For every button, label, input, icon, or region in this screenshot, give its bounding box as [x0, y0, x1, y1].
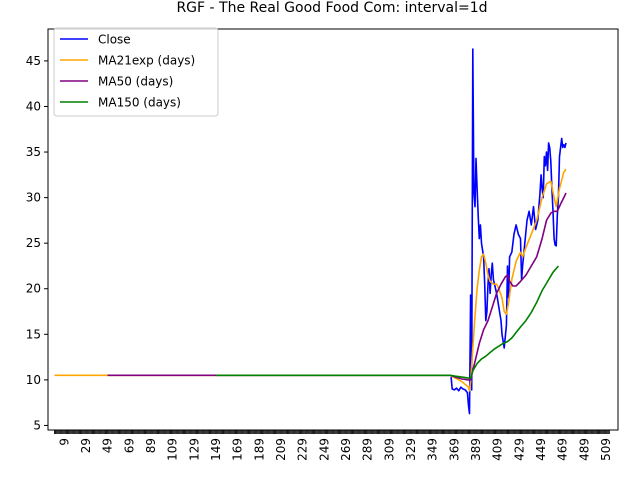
y-tick-label: 45 [26, 54, 41, 68]
x-tick-label: 9 [57, 438, 71, 446]
x-tick-label: 229 [296, 438, 310, 461]
chart-title: RGF - The Real Good Food Com: interval=1… [176, 0, 487, 16]
legend-label: MA150 (days) [98, 96, 181, 110]
x-tick-label: 209 [274, 438, 288, 461]
y-tick-label: 30 [26, 191, 41, 205]
series-layer [54, 48, 567, 415]
legend-label: MA50 (days) [98, 75, 173, 89]
legend-box [53, 27, 219, 117]
x-tick-label: 169 [231, 438, 245, 461]
x-tick-label: 489 [577, 438, 591, 461]
x-tick-label: 449 [534, 438, 548, 461]
x-tick-label: 149 [209, 438, 223, 461]
x-minor-ticks [54, 430, 610, 434]
x-tick-label: 349 [426, 438, 440, 461]
series-line-0 [450, 48, 567, 415]
x-tick-label: 249 [317, 438, 331, 461]
y-tick-label: 15 [26, 327, 41, 341]
x-tick-label: 269 [339, 438, 353, 461]
x-tick-label: 329 [404, 438, 418, 461]
y-tick-label: 35 [26, 145, 41, 159]
series-line-3 [216, 265, 560, 379]
series-line-2 [107, 192, 567, 381]
x-tick-label: 509 [599, 438, 613, 461]
x-tick-label: 109 [166, 438, 180, 461]
y-tick-label: 5 [33, 418, 41, 432]
legend: Close MA21exp (days) MA50 (days) MA150 (day… [53, 27, 219, 117]
y-axis: 5 10 15 20 25 30 35 40 45 [26, 54, 48, 432]
x-tick-label: 29 [79, 438, 93, 453]
y-tick-label: 10 [26, 373, 41, 387]
y-tick-label: 25 [26, 236, 41, 250]
x-tick-label: 309 [382, 438, 396, 461]
legend-label: Close [98, 33, 131, 47]
x-axis: 9 29 49 69 89 109 129 149 169 189 209 229 249 269 289 3… [54, 430, 613, 461]
x-tick-label: 289 [361, 438, 375, 461]
x-tick-label: 89 [144, 438, 158, 453]
x-tick-label: 49 [101, 438, 115, 453]
x-tick-label: 409 [491, 438, 505, 461]
x-tick-label: 469 [556, 438, 570, 461]
x-tick-label: 69 [122, 438, 136, 453]
legend-label: MA21exp (days) [98, 54, 195, 68]
x-tick-label: 369 [447, 438, 461, 461]
x-tick-label: 389 [469, 438, 483, 461]
x-tick-label: 189 [252, 438, 266, 461]
x-tick-label: 429 [512, 438, 526, 461]
y-tick-label: 20 [26, 282, 41, 296]
x-tick-label: 129 [187, 438, 201, 461]
y-tick-label: 40 [26, 99, 41, 113]
series-line-1 [54, 168, 567, 392]
